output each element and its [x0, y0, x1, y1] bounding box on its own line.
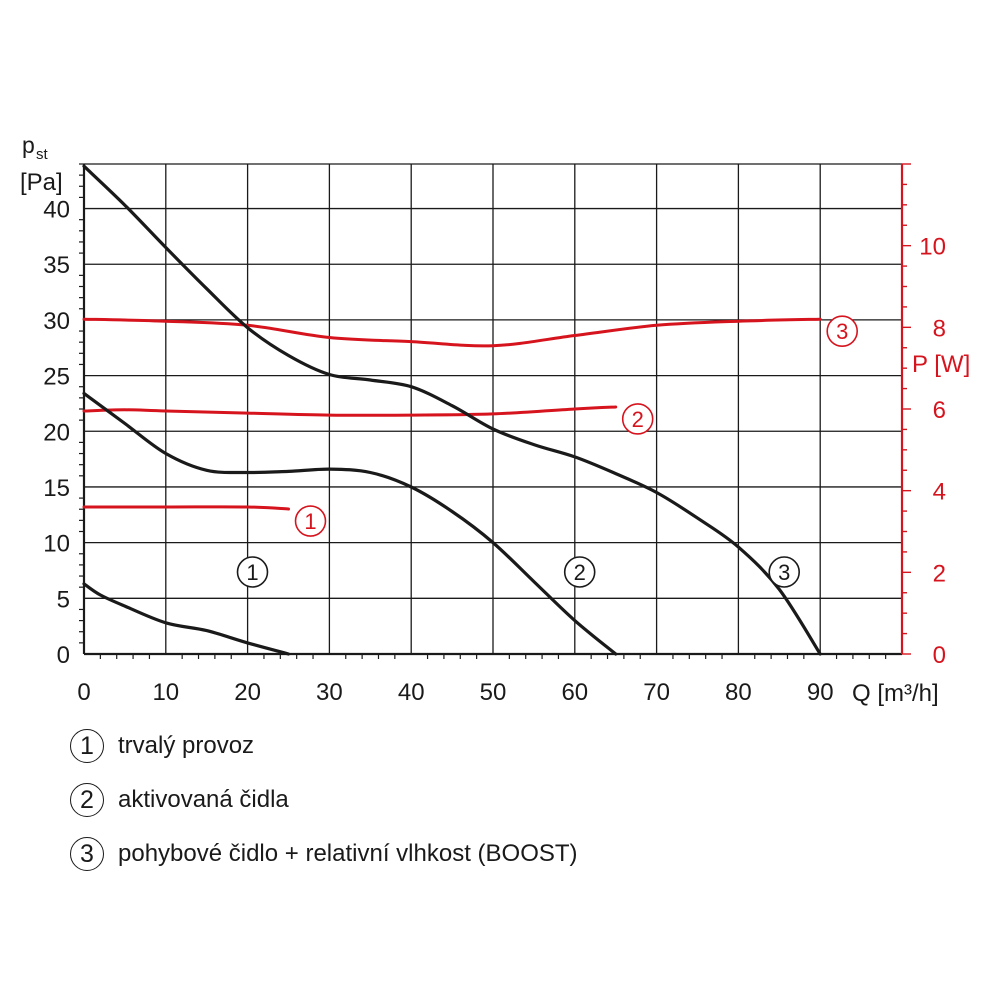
legend-text-1: trvalý provoz — [118, 732, 255, 759]
y-tick-label: 10 — [43, 531, 70, 558]
y2-tick-label: 0 — [933, 642, 946, 669]
power-curve-label-1-text: 1 — [304, 509, 316, 534]
series: 1 2 3 1 2 3 — [82, 164, 859, 656]
y-tick-label: 15 — [43, 475, 70, 502]
y2-axis-title: P [W] — [912, 351, 970, 378]
pressure-curve-label-3-text: 3 — [778, 560, 790, 585]
y-tick-label: 30 — [43, 308, 70, 335]
x-tick-label: 90 — [807, 679, 834, 706]
legend-text-3: pohybové čidlo + relativní vlhkost (BOOS… — [118, 840, 578, 867]
y2-tick-label: 6 — [933, 397, 946, 424]
y2-tick-label: 2 — [933, 560, 946, 587]
minor-ticks — [79, 163, 911, 659]
power-curve-label-2-circle — [621, 403, 654, 435]
y-axis-title-sub: st — [36, 146, 49, 163]
y-tick-label: 25 — [43, 364, 70, 391]
legend-marker-1: 1 — [70, 729, 104, 763]
pressure-curve-label-1-circle — [236, 556, 269, 588]
fan-performance-chart: 0 10 20 30 40 50 60 70 80 90 0 5 10 15 20 25 30 35 40 0 2 4 6 8… — [20, 132, 970, 707]
pressure-curve-2 — [82, 391, 618, 656]
y-tick-label: 20 — [43, 419, 70, 446]
power-curve-label-1-circle — [294, 505, 327, 537]
pressure-curve-label-2-text: 2 — [574, 560, 586, 585]
x-tick-label: 20 — [234, 679, 261, 706]
x-tick-label: 50 — [480, 679, 507, 706]
x-tick-label: 70 — [643, 679, 670, 706]
pressure-curve-label-3-circle — [768, 556, 801, 588]
y2-tick-label: 10 — [919, 234, 946, 261]
y2-tick-label: 4 — [933, 479, 946, 506]
legend-marker-2: 2 — [70, 783, 104, 817]
pressure-curve-label-1-text: 1 — [246, 560, 258, 585]
legend-item-1: 1 trvalý provoz — [70, 728, 578, 764]
legend-item-2: 2 aktivovaná čidla — [70, 782, 578, 818]
y-tick-label: 0 — [57, 642, 70, 669]
x-tick-label: 10 — [152, 679, 179, 706]
x-tick-label: 0 — [77, 679, 90, 706]
legend-text-2: aktivovaná čidla — [118, 786, 289, 813]
y-axis-title-main: p — [22, 132, 35, 158]
y2-tick-label: 8 — [933, 315, 946, 342]
legend-item-3: 3 pohybové čidlo + relativní vlhkost (BO… — [70, 836, 578, 872]
power-curve-label-2-text: 2 — [632, 407, 644, 432]
x-tick-label: 30 — [316, 679, 343, 706]
legend: 1 trvalý provoz 2 aktivovaná čidla 3 poh… — [70, 728, 578, 890]
x-tick-label: 60 — [561, 679, 588, 706]
pressure-curve-label-2-circle — [563, 556, 596, 588]
legend-marker-3: 3 — [70, 837, 104, 871]
y-tick-label: 35 — [43, 252, 70, 279]
y-tick-label: 5 — [57, 586, 70, 613]
y-axis-title-unit: [Pa] — [20, 169, 63, 196]
x-tick-label: 40 — [398, 679, 425, 706]
power-curve-label-3-circle — [826, 315, 859, 347]
x-tick-label: 80 — [725, 679, 752, 706]
x-axis-title: Q [m³/h] — [852, 680, 939, 707]
power-curve-3 — [82, 317, 822, 348]
pressure-curve-1 — [82, 582, 291, 656]
y-tick-label: 40 — [43, 197, 70, 224]
power-curve-1 — [82, 505, 290, 511]
axis-labels: p st [Pa] P [W] Q [m³/h] — [20, 132, 970, 707]
pressure-curve-3 — [82, 164, 822, 656]
power-curve-label-3-text: 3 — [836, 319, 848, 344]
power-curve-2 — [82, 405, 618, 417]
